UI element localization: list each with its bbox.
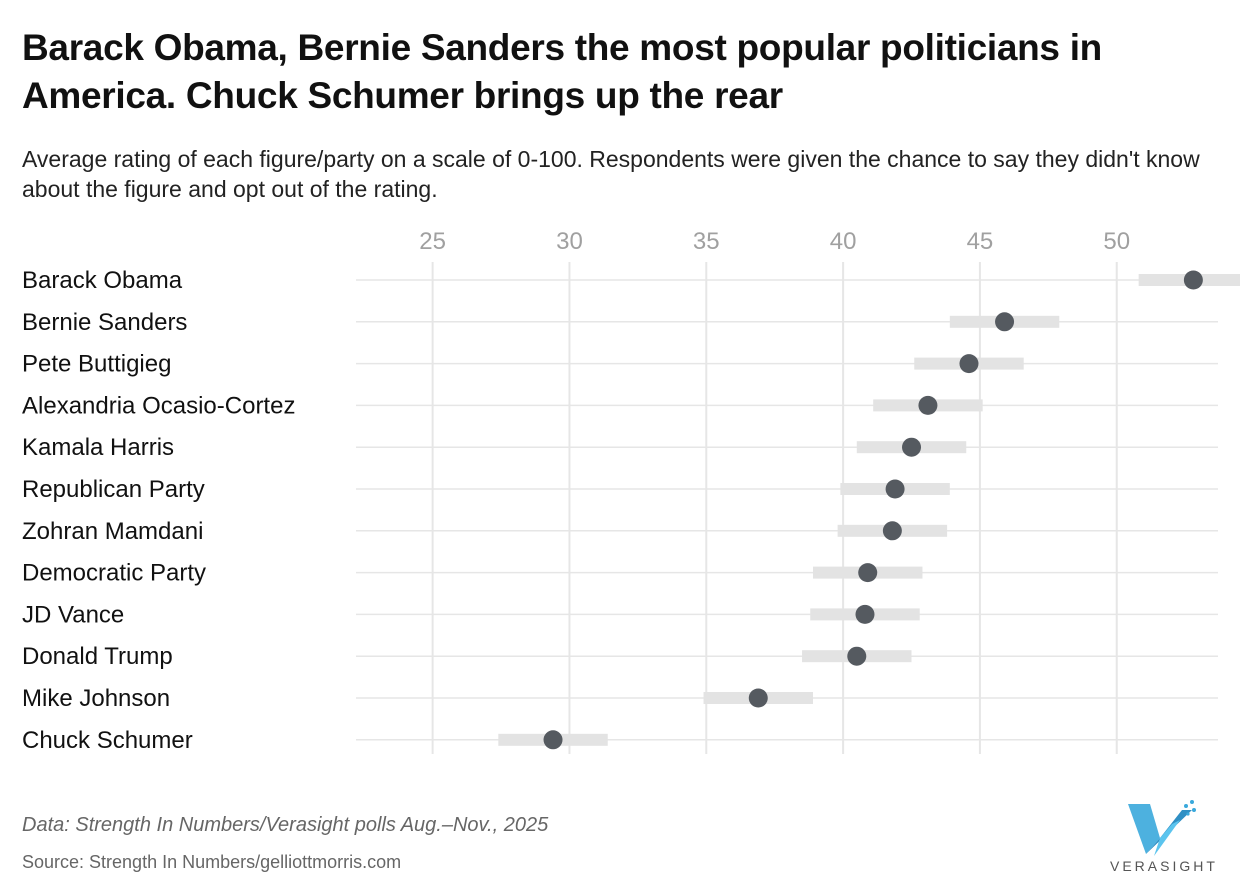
row-label: Zohran Mamdani: [22, 518, 203, 545]
data-point: [882, 521, 902, 541]
y-axis-labels: Barack Obama Bernie Sanders Pete Buttigieg…: [22, 267, 295, 754]
x-tick-label: 45: [967, 228, 994, 255]
source-note: Source: Strength In Numbers/gelliottmorr…: [22, 852, 402, 872]
row-label: Alexandria Ocasio-Cortez: [22, 392, 295, 419]
x-tick-label: 30: [556, 228, 583, 255]
data-point: [959, 354, 979, 374]
row-label: Democratic Party: [22, 560, 206, 587]
data-point: [995, 312, 1015, 332]
row-label: Republican Party: [22, 476, 205, 503]
data-point: [847, 646, 867, 666]
row-label: Kamala Harris: [22, 434, 174, 461]
x-tick-label: 50: [1103, 228, 1130, 255]
data-point: [902, 437, 922, 457]
x-tick-label: 35: [693, 228, 720, 255]
data-point: [858, 563, 878, 583]
data-points: [543, 270, 1203, 750]
data-point: [885, 479, 905, 499]
grid-layer: [356, 262, 1218, 754]
row-label: Bernie Sanders: [22, 309, 187, 336]
data-point: [1183, 270, 1203, 290]
row-label: Barack Obama: [22, 267, 183, 294]
dot-plot: 25 30 35 40 45 50 Barack Obama Bernie Sanders P…: [22, 228, 1240, 754]
logo-wordmark: VERASIGHT: [1110, 858, 1218, 874]
row-label: JD Vance: [22, 601, 124, 628]
data-point: [855, 604, 875, 624]
data-note: Data: Strength In Numbers/Verasight poll…: [22, 814, 549, 836]
row-label: Chuck Schumer: [22, 727, 193, 754]
chart-subtitle: Average rating of each figure/party on a…: [22, 146, 1200, 202]
chart-title: Barack Obama, Bernie Sanders the most po…: [22, 27, 1102, 116]
x-tick-label: 25: [419, 228, 446, 255]
row-label: Donald Trump: [22, 643, 173, 670]
data-point: [748, 688, 768, 708]
row-label: Mike Johnson: [22, 685, 170, 712]
data-point: [543, 730, 563, 750]
verasight-logo-icon: [1128, 800, 1196, 856]
row-label: Pete Buttigieg: [22, 351, 171, 378]
x-tick-label: 40: [830, 228, 857, 255]
x-axis-ticks: 25 30 35 40 45 50: [419, 228, 1130, 255]
range-bars: [498, 274, 1240, 746]
data-point: [918, 395, 938, 415]
